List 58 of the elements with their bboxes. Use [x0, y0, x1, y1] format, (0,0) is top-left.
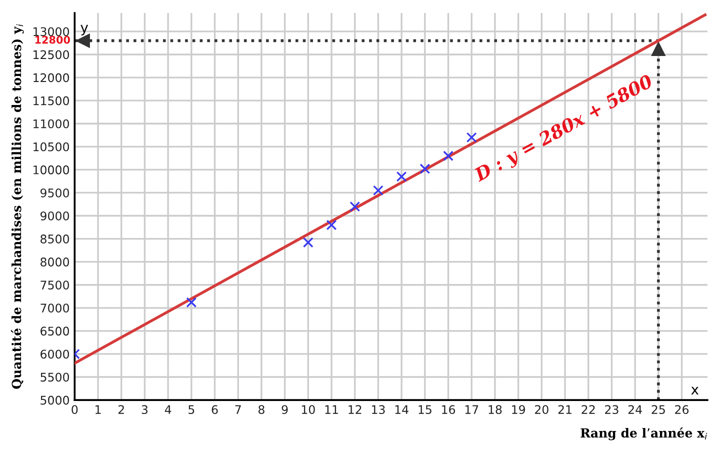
point	[302, 237, 314, 248]
x-tick-label: 16	[442, 405, 456, 414]
y-axis-title: Quantité de marchandises (en millions de tonnes) y$_{i}$	[11, 24, 24, 389]
y-tick-label: 8000	[40, 258, 70, 266]
point	[420, 164, 430, 174]
x-axis-title: Rang de l’année x$_{i}$	[580, 427, 707, 440]
y-tick-label: 12000	[34, 73, 70, 82]
x-tick-label: 23	[605, 405, 618, 414]
y-tick-label: 11000	[34, 119, 70, 128]
x-tick-label: 4	[164, 405, 172, 414]
x-tick-label: 24	[628, 405, 642, 414]
y-tick-label: 9500	[40, 188, 70, 198]
x-tick-label: 5	[188, 405, 194, 414]
y-tick-label: 6500	[40, 326, 70, 336]
x-tick-label: 2	[118, 405, 124, 414]
y-tick-label: 7000	[40, 304, 70, 313]
x-tick-label: 15	[418, 405, 432, 414]
x-tick-label: 25	[652, 405, 665, 414]
x-tick-label: 20	[535, 405, 548, 414]
y-tick-label: 7500	[40, 280, 70, 290]
y-tick-label: 11500	[34, 96, 70, 106]
x-tick-label: 18	[488, 405, 502, 414]
y-tick-label: 6000	[40, 350, 70, 359]
x-tick-label: 21	[558, 405, 572, 414]
point	[326, 220, 337, 230]
y-tick-label: 5500	[40, 372, 70, 382]
x-tick-label: 7	[235, 405, 241, 414]
point	[350, 201, 360, 212]
x-tick-label: 11	[325, 405, 338, 414]
x-tick-label: 6	[212, 405, 218, 414]
point	[186, 297, 197, 308]
x-tick-label: 3	[142, 405, 148, 414]
y-tick-label: 9000	[40, 211, 70, 220]
x-tick-label: 13	[372, 405, 385, 414]
x-tick-label: 14	[395, 405, 408, 414]
y-tick-label: 10000	[34, 165, 70, 174]
x-tick-label: 9	[282, 405, 288, 414]
point	[443, 150, 454, 162]
y-tick-label: 13000	[34, 27, 70, 36]
x-tick-label: 22	[582, 405, 595, 414]
x-tick-label: 26	[675, 405, 689, 414]
point	[396, 171, 407, 182]
x-tick-label: 10	[302, 405, 315, 414]
annotation: x	[691, 386, 699, 394]
x-tick-label: 8	[258, 405, 264, 414]
x-tick-label: 0	[72, 405, 78, 414]
y-tick-label: 5000	[40, 396, 70, 405]
x-tick-label: 1	[96, 405, 101, 414]
point	[466, 132, 477, 143]
x-tick-label: 19	[512, 405, 525, 414]
y-tick-label: 8500	[40, 234, 70, 244]
y-tick-label: 10500	[34, 142, 70, 152]
x-tick-label: 12	[348, 405, 362, 414]
y-tick-label: 12500	[34, 50, 70, 60]
x-tick-label: 17	[465, 405, 478, 414]
ref-line-label: 12800	[35, 36, 70, 44]
annotation: y	[80, 24, 88, 36]
point	[372, 185, 384, 196]
